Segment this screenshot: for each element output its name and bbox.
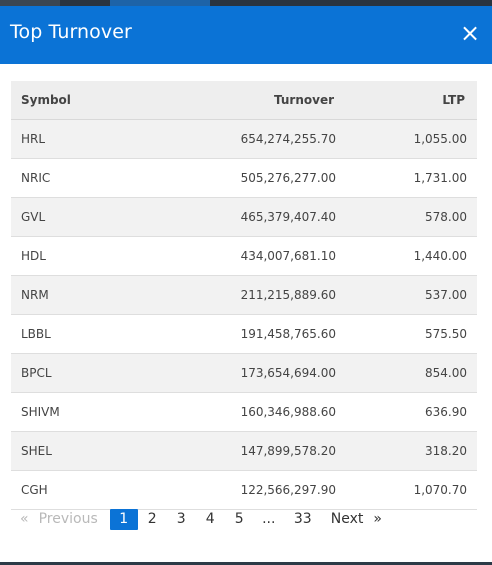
turnover-table: Symbol Turnover LTP HRL 654,274,255.70 1… <box>11 81 477 510</box>
page-button-1[interactable]: 1 <box>109 508 138 530</box>
cell-turnover: 122,566,297.90 <box>240 483 336 497</box>
double-chevron-right-icon: » <box>373 511 382 527</box>
cell-turnover: 147,899,578.20 <box>240 444 336 458</box>
cell-symbol: CGH <box>21 483 48 497</box>
cell-symbol: NRIC <box>21 171 51 185</box>
table-row: LBBL 191,458,765.60 575.50 <box>11 315 477 354</box>
cell-symbol: LBBL <box>21 327 51 341</box>
cell-turnover: 173,654,694.00 <box>240 366 336 380</box>
table-row: SHIVM 160,346,988.60 636.90 <box>11 393 477 432</box>
column-header-symbol[interactable]: Symbol <box>21 93 71 107</box>
column-header-turnover[interactable]: Turnover <box>274 93 334 107</box>
modal-header: Top Turnover × <box>0 6 492 64</box>
cell-ltp: 575.50 <box>425 327 467 341</box>
table-header-row: Symbol Turnover LTP <box>11 81 477 120</box>
cell-symbol: HRL <box>21 132 46 146</box>
page-button-4[interactable]: 4 <box>205 511 215 527</box>
background-tab <box>0 0 60 6</box>
cell-turnover: 211,215,889.60 <box>240 288 336 302</box>
page-button-3[interactable]: 3 <box>176 511 186 527</box>
cell-symbol: NRM <box>21 288 49 302</box>
cell-turnover: 465,379,407.40 <box>240 210 336 224</box>
double-chevron-left-icon: « <box>20 511 29 527</box>
page-button-2[interactable]: 2 <box>147 511 157 527</box>
next-page-button[interactable]: Next » <box>331 511 382 527</box>
table-row: SHEL 147,899,578.20 318.20 <box>11 432 477 471</box>
cell-turnover: 434,007,681.10 <box>240 249 336 263</box>
background-tab-active <box>110 0 210 6</box>
cell-ltp: 1,070.70 <box>413 483 467 497</box>
cell-turnover: 654,274,255.70 <box>240 132 336 146</box>
table-row: NRIC 505,276,277.00 1,731.00 <box>11 159 477 198</box>
background-top-strip <box>0 0 492 6</box>
page-button-5[interactable]: 5 <box>234 511 244 527</box>
column-header-ltp[interactable]: LTP <box>442 93 465 107</box>
cell-symbol: GVL <box>21 210 46 224</box>
pagination: « Previous 1 2 3 4 5 ... 33 Next » <box>11 508 382 530</box>
page-ellipsis: ... <box>262 511 276 527</box>
page-button-last[interactable]: 33 <box>293 511 312 527</box>
cell-symbol: BPCL <box>21 366 52 380</box>
top-turnover-modal: Top Turnover × Symbol Turnover LTP HRL 6… <box>0 6 492 562</box>
previous-label: Previous <box>38 511 98 527</box>
table-row: NRM 211,215,889.60 537.00 <box>11 276 477 315</box>
modal-title: Top Turnover <box>10 21 132 43</box>
table-row: GVL 465,379,407.40 578.00 <box>11 198 477 237</box>
table-row: BPCL 173,654,694.00 854.00 <box>11 354 477 393</box>
cell-ltp: 578.00 <box>425 210 467 224</box>
cell-symbol: SHEL <box>21 444 52 458</box>
background-bottom-strip <box>0 562 492 565</box>
table-row: HRL 654,274,255.70 1,055.00 <box>11 120 477 159</box>
cell-turnover: 191,458,765.60 <box>240 327 336 341</box>
cell-ltp: 318.20 <box>425 444 467 458</box>
cell-ltp: 1,055.00 <box>413 132 467 146</box>
cell-symbol: HDL <box>21 249 46 263</box>
cell-ltp: 636.90 <box>425 405 467 419</box>
previous-page-button[interactable]: « Previous <box>20 511 98 527</box>
table-row: CGH 122,566,297.90 1,070.70 <box>11 471 477 510</box>
cell-turnover: 505,276,277.00 <box>240 171 336 185</box>
cell-symbol: SHIVM <box>21 405 60 419</box>
next-label: Next <box>330 511 364 527</box>
cell-ltp: 854.00 <box>425 366 467 380</box>
close-icon[interactable]: × <box>460 19 481 47</box>
cell-ltp: 1,440.00 <box>413 249 467 263</box>
cell-ltp: 1,731.00 <box>413 171 467 185</box>
cell-ltp: 537.00 <box>425 288 467 302</box>
cell-turnover: 160,346,988.60 <box>240 405 336 419</box>
table-row: HDL 434,007,681.10 1,440.00 <box>11 237 477 276</box>
